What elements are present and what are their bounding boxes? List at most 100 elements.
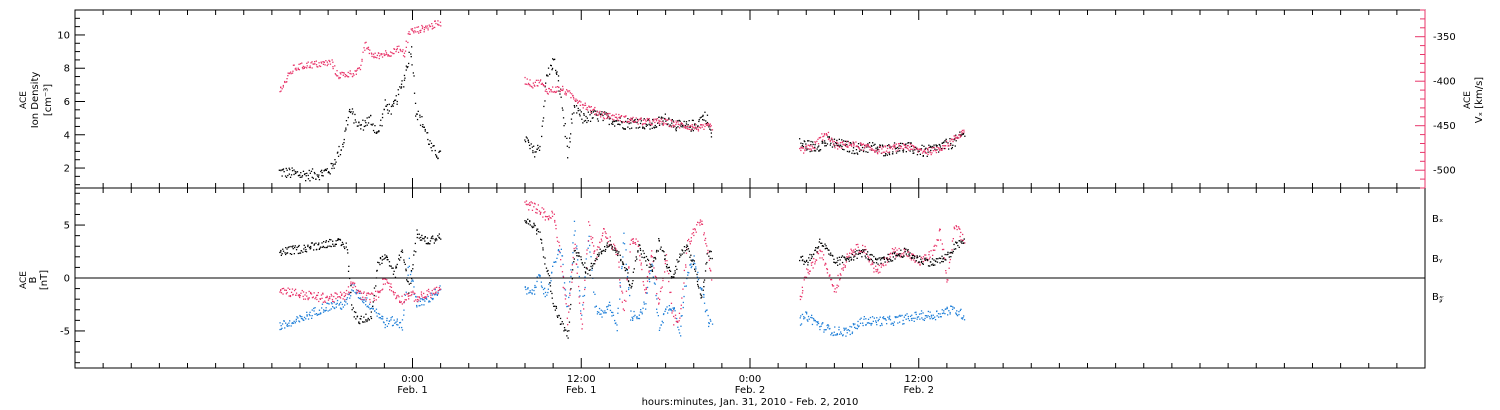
data-point — [325, 309, 327, 311]
data-point — [296, 171, 299, 173]
data-point — [687, 248, 690, 250]
data-point — [396, 263, 398, 266]
data-point — [956, 228, 958, 231]
data-point — [851, 250, 853, 252]
data-point — [622, 308, 624, 310]
data-point — [578, 290, 581, 292]
data-point — [819, 136, 822, 139]
data-point — [833, 140, 835, 143]
data-point — [582, 103, 584, 106]
data-point — [658, 124, 661, 126]
data-point — [691, 233, 693, 235]
data-point — [320, 62, 323, 64]
data-point — [848, 330, 851, 332]
data-point — [649, 281, 651, 283]
data-point — [646, 286, 649, 289]
data-point — [417, 31, 419, 33]
data-point — [828, 137, 830, 139]
data-point — [826, 133, 828, 136]
data-point — [930, 261, 932, 263]
data-point — [372, 293, 374, 295]
data-point — [299, 296, 301, 299]
data-point — [918, 150, 920, 152]
data-point — [392, 292, 395, 294]
data-point — [892, 145, 894, 147]
data-point — [833, 258, 835, 260]
data-point — [874, 151, 876, 153]
data-point — [350, 285, 352, 287]
data-point — [284, 81, 286, 84]
top-right-tick-label: -400 — [1433, 77, 1456, 88]
data-point — [301, 67, 304, 69]
data-point — [878, 264, 880, 267]
data-point — [340, 301, 342, 303]
data-point — [960, 135, 962, 137]
data-point — [424, 130, 426, 132]
data-point — [708, 322, 710, 324]
data-point — [867, 318, 870, 320]
data-point — [329, 296, 331, 298]
data-point — [710, 320, 712, 322]
data-point — [380, 318, 382, 320]
data-point — [632, 242, 634, 244]
data-point — [651, 127, 653, 129]
data-point — [527, 83, 529, 86]
data-point — [601, 235, 604, 237]
data-point — [903, 323, 905, 325]
data-point — [701, 289, 703, 291]
data-point — [287, 72, 289, 74]
data-point — [321, 307, 323, 309]
data-point — [617, 252, 619, 254]
data-point — [631, 282, 633, 285]
data-point — [420, 236, 422, 239]
data-point — [847, 146, 849, 148]
data-point — [634, 120, 637, 123]
data-point — [439, 150, 442, 152]
data-point — [422, 237, 424, 240]
data-point — [433, 288, 435, 290]
data-point — [833, 261, 835, 263]
data-point — [808, 270, 811, 272]
data-point — [809, 270, 811, 272]
data-point — [302, 68, 304, 70]
data-point — [625, 249, 627, 251]
data-point — [366, 319, 368, 321]
data-point — [403, 301, 405, 303]
data-point — [959, 309, 961, 312]
data-point — [949, 258, 951, 261]
data-point — [953, 248, 955, 250]
data-point — [313, 292, 315, 294]
data-point — [697, 130, 700, 132]
data-point — [841, 139, 843, 141]
data-point — [339, 303, 341, 305]
data-point — [857, 143, 860, 145]
data-point — [289, 320, 291, 322]
data-point — [661, 250, 663, 252]
data-point — [950, 251, 952, 254]
data-point — [556, 236, 558, 239]
data-point — [399, 301, 401, 303]
data-point — [637, 240, 639, 242]
data-point — [865, 145, 868, 148]
data-point — [581, 328, 583, 330]
data-point — [349, 292, 351, 294]
data-point — [288, 173, 290, 175]
data-point — [607, 112, 609, 115]
data-point — [307, 174, 309, 177]
data-point — [606, 244, 608, 246]
data-point — [412, 279, 414, 281]
data-point — [839, 279, 841, 281]
data-point — [298, 320, 300, 322]
x-tick-label-date: Feb. 1 — [397, 385, 427, 396]
data-point — [614, 116, 617, 118]
data-point — [682, 250, 684, 252]
data-point — [675, 265, 677, 268]
data-point — [847, 256, 849, 258]
data-point — [416, 229, 418, 231]
data-point — [593, 250, 595, 253]
data-point — [540, 238, 542, 240]
data-point — [850, 258, 853, 260]
data-point — [391, 52, 393, 54]
data-point — [860, 144, 862, 146]
data-point — [311, 317, 313, 319]
